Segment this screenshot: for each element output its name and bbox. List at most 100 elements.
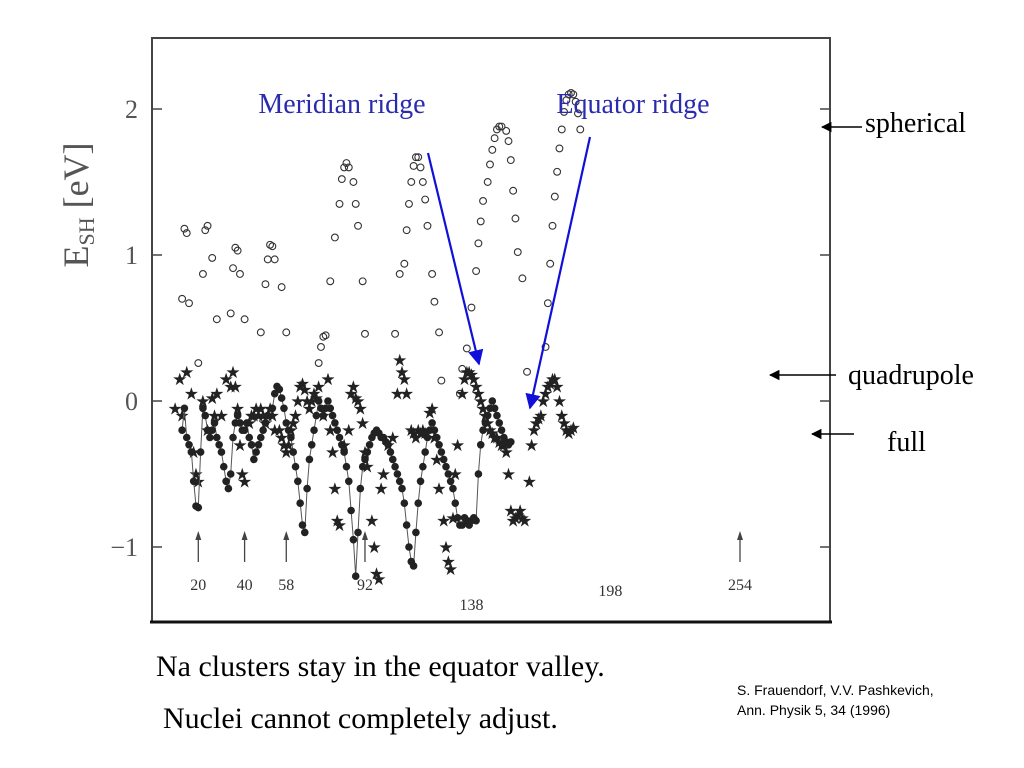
spherical-point [574, 109, 582, 118]
full-point [416, 477, 425, 486]
spherical-point [455, 389, 464, 398]
spherical-point [476, 217, 485, 226]
quadrupole-point: ★ [374, 480, 389, 500]
quadrupole-point: ★ [547, 370, 562, 390]
full-point [254, 441, 263, 449]
full-point [435, 441, 443, 449]
quadrupole-point: ★ [299, 392, 314, 412]
spherical-point [467, 303, 476, 312]
full-point [344, 477, 353, 486]
full-point [451, 499, 460, 508]
spherical-point [437, 376, 446, 385]
full-point [215, 441, 223, 449]
full-point [224, 484, 233, 493]
quadrupole-point: ★ [485, 424, 500, 444]
full-point [247, 441, 256, 449]
spherical-point [340, 163, 349, 172]
full-point [386, 448, 395, 456]
spherical-point [236, 270, 244, 278]
full-point [185, 441, 193, 449]
quadrupole-point: ★ [371, 570, 386, 590]
quadrupole-point: ★ [272, 421, 287, 441]
full-point [449, 484, 457, 493]
quadrupole-point: ★ [512, 502, 527, 522]
spherical-point [256, 328, 265, 337]
spherical-point [282, 328, 291, 337]
quadrupole-point: ★ [404, 421, 419, 441]
spherical-point [240, 315, 249, 324]
spherical-point [576, 125, 585, 134]
full-point [402, 521, 411, 529]
spherical-point [458, 364, 467, 373]
spherical-point [326, 277, 335, 286]
spherical-point [411, 153, 420, 162]
quadrupole-point: ★ [473, 392, 488, 412]
full-point [414, 499, 423, 508]
full-point [291, 462, 300, 471]
quadrupole-point: ★ [524, 436, 539, 456]
full-point [340, 448, 348, 456]
spherical-point [349, 178, 358, 186]
quadrupole-point: ★ [487, 429, 502, 449]
spherical-point [546, 259, 555, 268]
magic-number-arrowhead [241, 531, 248, 540]
full-point [196, 448, 205, 456]
spherical-point [474, 239, 483, 248]
full-point [490, 404, 499, 413]
quadrupole-point: ★ [304, 392, 319, 412]
quadrupole-point: ★ [531, 410, 546, 430]
spherical-point [513, 248, 522, 257]
quadrupole-point: ★ [311, 377, 326, 397]
full-point [303, 484, 311, 493]
full-point [210, 419, 219, 427]
full-point [180, 404, 189, 413]
y-axis-label-symbol: E [56, 246, 96, 268]
full-point [481, 419, 490, 427]
full-point [347, 506, 355, 515]
full-point [182, 433, 191, 442]
quadrupole-point: ★ [249, 399, 264, 419]
spherical-point [194, 359, 203, 367]
quadrupole-point: ★ [325, 443, 340, 463]
spherical-point [351, 199, 360, 208]
spherical-point [479, 197, 487, 205]
spherical-point [421, 195, 430, 204]
quadrupole-point: ★ [545, 370, 560, 390]
spherical-point [435, 328, 444, 337]
full-point [472, 516, 480, 525]
quadrupole-point: ★ [348, 389, 363, 409]
quadrupole-point: ★ [443, 560, 458, 580]
quadrupole-point: ★ [406, 424, 421, 444]
full-point [189, 477, 198, 486]
quadrupole-point: ★ [522, 472, 537, 492]
full-point [229, 433, 237, 442]
quadrupole-point: ★ [353, 399, 368, 419]
spherical-point [358, 277, 367, 286]
full-point [187, 448, 196, 456]
full-point [331, 419, 339, 427]
full-point [289, 448, 298, 456]
quadrupole-point: ★ [411, 421, 426, 441]
quadrupole-point: ★ [168, 399, 183, 419]
equator-ridge-arrow [525, 136, 592, 410]
quadrupole-point: ★ [267, 421, 282, 441]
full-point [217, 448, 226, 456]
quadrupole-point: ★ [455, 385, 470, 405]
full-point [298, 521, 307, 529]
spherical-point [557, 125, 566, 134]
quadrupole-point: ★ [438, 538, 453, 558]
quadrupole-point: ★ [225, 363, 240, 383]
quadrupole-point: ★ [526, 421, 541, 441]
spherical-point [337, 175, 346, 184]
magic-number-arrowhead [195, 531, 202, 540]
quadrupole-point: ★ [450, 436, 465, 456]
full-point [437, 448, 446, 456]
full-point [361, 455, 369, 464]
quadrupole-point: ★ [508, 509, 523, 529]
spherical-point [548, 221, 557, 230]
full-point [259, 426, 267, 435]
quadrupole-point: ★ [195, 392, 210, 412]
spherical-point [277, 283, 286, 292]
spherical-point [497, 122, 506, 131]
quadrupole-point: ★ [228, 377, 243, 397]
